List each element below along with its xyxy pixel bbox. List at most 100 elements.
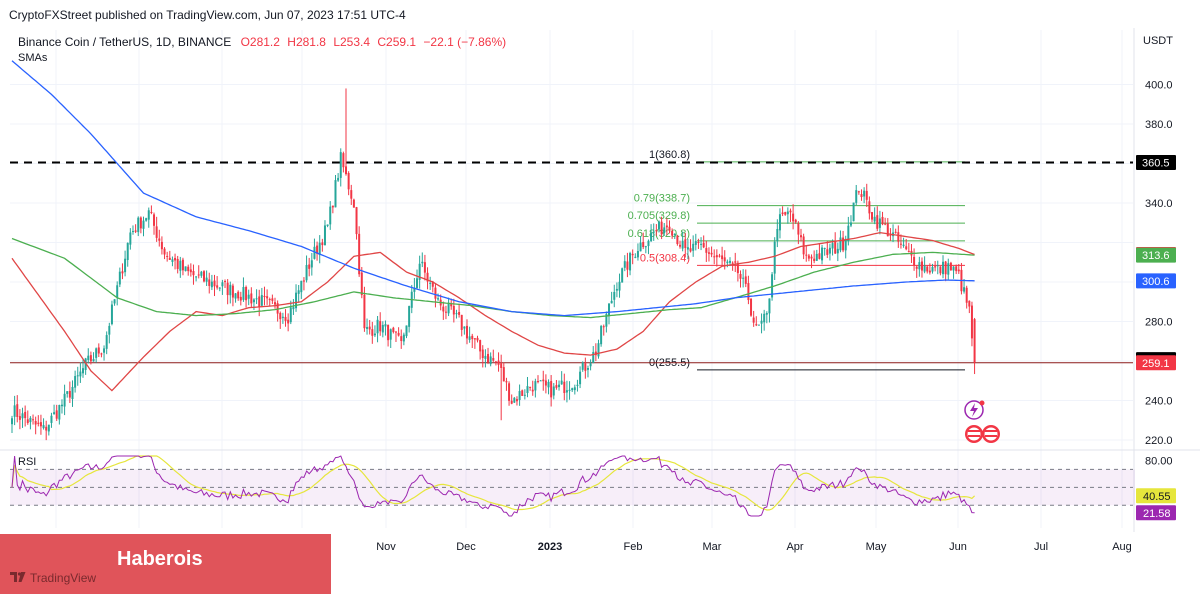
candle-body bbox=[920, 261, 923, 271]
candle bbox=[242, 277, 245, 302]
candle bbox=[608, 303, 611, 325]
candle-body bbox=[600, 326, 603, 345]
rsi-pane-label[interactable]: RSI bbox=[18, 456, 37, 468]
candle-body bbox=[821, 247, 824, 261]
time-label-Jul: Jul bbox=[1034, 541, 1048, 553]
candle bbox=[389, 328, 392, 348]
candle bbox=[71, 380, 74, 407]
candle bbox=[965, 285, 968, 309]
candle-body bbox=[931, 266, 934, 272]
candle bbox=[563, 373, 566, 401]
candle bbox=[647, 239, 650, 255]
candle bbox=[715, 249, 718, 267]
sma-indicator-label[interactable]: SMAs bbox=[18, 52, 48, 64]
candle bbox=[110, 300, 113, 326]
candle-body bbox=[371, 329, 374, 336]
candle bbox=[655, 224, 658, 236]
candle bbox=[531, 380, 534, 396]
watermark-banner: TradingView Haberois bbox=[0, 534, 331, 594]
candle bbox=[347, 171, 350, 196]
notification-dot-icon bbox=[979, 400, 985, 406]
price-label-bg bbox=[1136, 155, 1176, 171]
candle bbox=[518, 384, 521, 406]
candle bbox=[337, 173, 340, 182]
time-label-Apr: Apr bbox=[786, 541, 803, 553]
candle bbox=[731, 261, 734, 271]
candle bbox=[473, 338, 476, 349]
candle-body bbox=[113, 299, 116, 304]
candle-body bbox=[918, 262, 921, 270]
candle-body bbox=[526, 386, 529, 394]
candle bbox=[855, 184, 858, 206]
candle-body bbox=[434, 287, 437, 299]
price-label-313.6: 313.6 bbox=[1136, 247, 1176, 263]
candle-body bbox=[715, 255, 718, 258]
candle bbox=[371, 321, 374, 344]
candle bbox=[684, 232, 687, 258]
candle-body bbox=[797, 223, 800, 235]
candle-body bbox=[844, 239, 847, 251]
candle-body bbox=[534, 381, 537, 391]
candle bbox=[208, 272, 211, 294]
candle-body bbox=[857, 191, 860, 193]
candle-body bbox=[818, 253, 821, 259]
candle-body bbox=[510, 400, 513, 404]
candle bbox=[345, 88, 348, 176]
candle bbox=[686, 239, 689, 260]
flag-inner-icon bbox=[967, 427, 981, 441]
candle bbox=[523, 389, 526, 400]
candle-body bbox=[755, 324, 758, 326]
candle-body bbox=[92, 359, 95, 362]
candle bbox=[29, 416, 32, 430]
candle bbox=[116, 281, 119, 306]
candle bbox=[871, 211, 874, 223]
candle-body bbox=[179, 260, 182, 271]
candle bbox=[113, 299, 116, 306]
candle-body bbox=[871, 212, 874, 220]
candle bbox=[757, 324, 760, 326]
candle-body bbox=[955, 266, 958, 272]
candle bbox=[773, 237, 776, 281]
candle-body bbox=[550, 381, 553, 398]
candle bbox=[555, 380, 558, 390]
candle bbox=[268, 297, 271, 306]
candle bbox=[350, 184, 353, 205]
candle bbox=[534, 378, 537, 398]
candle bbox=[934, 261, 937, 272]
candle bbox=[605, 311, 608, 333]
candle bbox=[542, 370, 545, 391]
candle-body bbox=[345, 166, 348, 175]
candle-body bbox=[471, 335, 474, 340]
candle-body bbox=[926, 266, 929, 272]
candle-body bbox=[684, 239, 687, 248]
candle-body bbox=[305, 264, 308, 281]
candle-body bbox=[650, 232, 653, 242]
candle bbox=[187, 264, 190, 276]
rsi-label-21.58: 21.58 bbox=[1136, 505, 1176, 521]
candle bbox=[318, 235, 321, 264]
candle bbox=[707, 247, 710, 262]
candle-body bbox=[868, 201, 871, 214]
candle bbox=[402, 332, 405, 346]
candle-body bbox=[218, 287, 221, 289]
candle-body bbox=[160, 241, 163, 250]
candle bbox=[221, 279, 224, 295]
candle-body bbox=[839, 237, 842, 251]
candle-body bbox=[184, 266, 187, 272]
candle bbox=[768, 298, 771, 323]
candle bbox=[526, 376, 529, 398]
candle bbox=[358, 226, 361, 277]
candle bbox=[442, 301, 445, 320]
candle bbox=[789, 208, 792, 223]
sma-line-100 bbox=[11, 237, 975, 319]
candle-body bbox=[66, 391, 69, 394]
candle-body bbox=[266, 296, 269, 299]
candle bbox=[429, 276, 432, 290]
candle-body bbox=[763, 313, 766, 323]
candle-body bbox=[521, 390, 524, 396]
candle bbox=[568, 381, 571, 400]
candle-body bbox=[760, 320, 763, 324]
candle-body bbox=[263, 295, 266, 298]
candle-body bbox=[747, 283, 750, 301]
